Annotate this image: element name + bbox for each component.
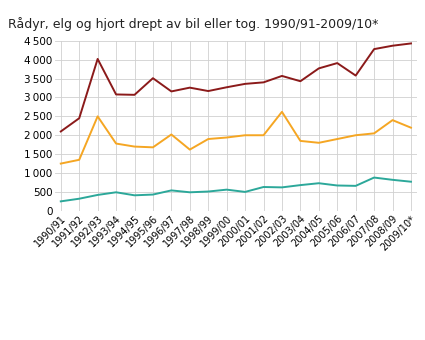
Hjort: [316, 181, 321, 185]
Rådyr: [371, 47, 377, 51]
Elg: [353, 133, 358, 137]
Elg: [408, 126, 414, 130]
Rådyr: [95, 57, 100, 61]
Hjort: [408, 180, 414, 184]
Hjort: [261, 185, 266, 189]
Rådyr: [58, 130, 63, 134]
Rådyr: [169, 89, 174, 94]
Elg: [150, 145, 156, 149]
Rådyr: [150, 76, 156, 80]
Hjort: [132, 193, 137, 197]
Hjort: [95, 193, 100, 197]
Elg: [76, 158, 82, 162]
Hjort: [206, 189, 211, 193]
Hjort: [298, 183, 303, 187]
Elg: [58, 162, 63, 166]
Hjort: [335, 184, 340, 188]
Hjort: [371, 175, 377, 180]
Rådyr: [224, 85, 229, 89]
Elg: [279, 110, 284, 114]
Rådyr: [187, 86, 193, 90]
Hjort: [279, 185, 284, 189]
Elg: [132, 144, 137, 149]
Elg: [169, 133, 174, 137]
Elg: [224, 135, 229, 139]
Rådyr: [353, 73, 358, 78]
Line: Hjort: Hjort: [61, 177, 411, 201]
Rådyr: [316, 66, 321, 70]
Hjort: [58, 199, 63, 203]
Hjort: [150, 192, 156, 197]
Elg: [95, 114, 100, 118]
Rådyr: [76, 116, 82, 120]
Hjort: [243, 190, 248, 194]
Elg: [261, 133, 266, 137]
Hjort: [113, 190, 119, 194]
Line: Elg: Elg: [61, 112, 411, 164]
Rådyr: [298, 79, 303, 83]
Rådyr: [261, 80, 266, 84]
Hjort: [224, 188, 229, 192]
Hjort: [353, 184, 358, 188]
Text: Rådyr, elg og hjort drept av bil eller tog. 1990/91-2009/10*: Rådyr, elg og hjort drept av bil eller t…: [8, 17, 379, 31]
Line: Rådyr: Rådyr: [61, 44, 411, 132]
Hjort: [390, 178, 395, 182]
Rådyr: [113, 92, 119, 97]
Elg: [390, 118, 395, 122]
Rådyr: [335, 61, 340, 65]
Hjort: [169, 188, 174, 192]
Elg: [298, 139, 303, 143]
Legend: Hjort, Elg, Rådyr: Hjort, Elg, Rådyr: [117, 339, 355, 340]
Rådyr: [132, 93, 137, 97]
Elg: [335, 137, 340, 141]
Elg: [206, 137, 211, 141]
Elg: [113, 141, 119, 146]
Elg: [187, 148, 193, 152]
Rådyr: [206, 89, 211, 93]
Hjort: [187, 190, 193, 194]
Rådyr: [390, 44, 395, 48]
Rådyr: [408, 41, 414, 46]
Elg: [316, 141, 321, 145]
Elg: [243, 133, 248, 137]
Rådyr: [243, 82, 248, 86]
Hjort: [76, 197, 82, 201]
Rådyr: [279, 74, 284, 78]
Elg: [371, 131, 377, 135]
